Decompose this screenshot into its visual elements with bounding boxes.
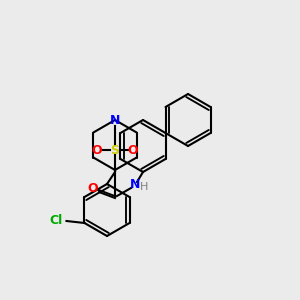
Text: N: N xyxy=(130,178,140,190)
Text: O: O xyxy=(128,143,138,157)
Text: Cl: Cl xyxy=(50,214,63,227)
Text: H: H xyxy=(140,182,148,192)
Text: O: O xyxy=(88,182,98,194)
Text: S: S xyxy=(110,143,119,157)
Text: N: N xyxy=(110,113,120,127)
Text: O: O xyxy=(92,143,102,157)
